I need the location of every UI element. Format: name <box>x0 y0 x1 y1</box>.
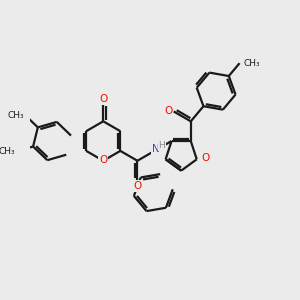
Text: H: H <box>158 141 165 150</box>
Text: CH₃: CH₃ <box>0 147 15 156</box>
Text: CH₃: CH₃ <box>243 59 260 68</box>
Text: O: O <box>201 153 209 164</box>
Text: O: O <box>133 181 142 191</box>
Text: O: O <box>164 106 172 116</box>
Text: O: O <box>99 155 107 165</box>
Text: N: N <box>152 144 159 154</box>
Text: CH₃: CH₃ <box>7 111 24 120</box>
Text: O: O <box>99 94 107 104</box>
